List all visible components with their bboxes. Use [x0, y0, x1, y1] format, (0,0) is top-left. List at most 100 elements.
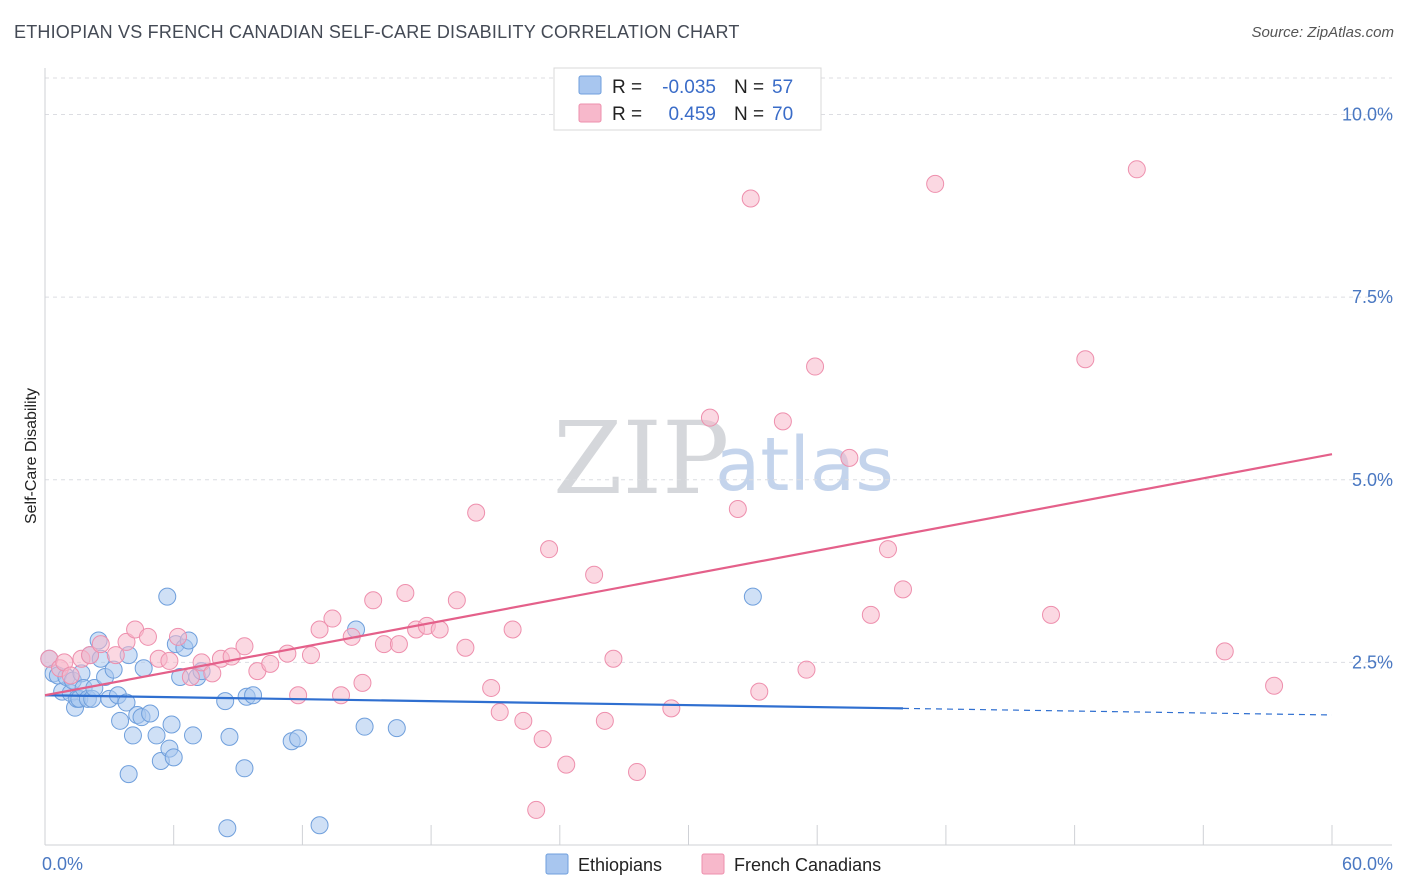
top-legend: R = -0.035 N = 57 R = 0.459 N = 70 — [553, 67, 822, 131]
point-1-54 — [728, 499, 747, 518]
point-1-21 — [261, 654, 280, 673]
point-1-3 — [61, 666, 80, 685]
legend-r-value-1: 0.459 — [668, 104, 716, 125]
point-1-33 — [396, 583, 415, 602]
y-tick-label-2: 7.5% — [1352, 287, 1393, 307]
chart-title: ETHIOPIAN VS FRENCH CANADIAN SELF-CARE D… — [14, 22, 740, 42]
point-1-44 — [527, 800, 546, 819]
point-1-24 — [301, 646, 320, 665]
point-1-60 — [840, 448, 859, 467]
point-1-5 — [81, 646, 100, 665]
legend-r-label-0: R = — [612, 77, 642, 98]
point-1-62 — [878, 540, 897, 559]
point-0-49 — [289, 729, 308, 748]
point-0-43 — [216, 692, 235, 711]
source-label: Source: ZipAtlas.com — [1251, 24, 1394, 41]
point-1-42 — [503, 620, 522, 639]
point-1-66 — [1076, 350, 1095, 369]
point-1-58 — [797, 660, 816, 679]
point-1-25 — [310, 620, 329, 639]
point-1-50 — [604, 649, 623, 668]
bottom-legend: Ethiopians French Canadians — [545, 853, 881, 875]
point-1-52 — [662, 699, 681, 718]
trend-lines — [44, 453, 1333, 716]
tick-labels: 2.5% 5.0% 7.5% 10.0% 0.0% 60.0% — [42, 105, 1393, 874]
point-1-69 — [1265, 676, 1284, 695]
point-0-30 — [147, 726, 166, 745]
point-1-51 — [628, 762, 647, 781]
point-1-38 — [456, 638, 475, 657]
series-ethiopians-points — [40, 587, 762, 838]
bottom-legend-swatch-french-canadians — [701, 853, 725, 875]
legend-swatch-french-canadians — [578, 103, 602, 123]
y-tick-label-1: 5.0% — [1352, 470, 1393, 490]
point-0-29 — [141, 704, 160, 723]
point-0-55 — [310, 816, 329, 835]
point-0-54 — [218, 819, 237, 838]
point-0-53 — [743, 587, 762, 606]
point-1-16 — [203, 664, 222, 683]
point-1-57 — [773, 412, 792, 431]
point-0-22 — [111, 711, 130, 730]
point-0-47 — [244, 686, 263, 705]
point-0-52 — [387, 719, 406, 738]
point-1-41 — [490, 703, 509, 722]
point-1-48 — [585, 565, 604, 584]
point-1-30 — [364, 591, 383, 610]
legend-r-label-1: R = — [612, 104, 642, 125]
point-1-12 — [160, 651, 179, 670]
point-1-46 — [540, 540, 559, 559]
point-0-42 — [119, 765, 138, 784]
bottom-legend-french-canadians: French Canadians — [734, 855, 881, 875]
point-0-25 — [123, 726, 142, 745]
point-1-55 — [741, 189, 760, 208]
point-0-45 — [235, 759, 254, 778]
point-1-56 — [750, 682, 769, 701]
point-1-13 — [168, 627, 187, 646]
legend-n-label-0: N = — [734, 77, 764, 98]
point-0-28 — [134, 659, 153, 678]
point-0-41 — [158, 587, 177, 606]
legend-n-value-1: 70 — [772, 104, 793, 125]
x-tick-label-1: 60.0% — [1342, 854, 1393, 874]
point-0-44 — [220, 727, 239, 746]
point-1-27 — [332, 686, 351, 705]
point-1-47 — [557, 755, 576, 774]
point-1-39 — [467, 503, 486, 522]
y-tick-label-3: 10.0% — [1342, 105, 1393, 125]
axes — [44, 68, 1392, 846]
point-1-63 — [894, 580, 912, 599]
trend-line-0 — [44, 694, 904, 710]
point-1-29 — [353, 673, 372, 692]
point-0-23 — [117, 693, 136, 712]
point-1-61 — [861, 605, 880, 624]
x-tick-label-0: 0.0% — [42, 854, 83, 874]
legend-r-value-0: -0.035 — [662, 77, 716, 98]
point-1-68 — [1215, 642, 1234, 661]
point-1-53 — [700, 408, 719, 427]
point-1-6 — [91, 635, 110, 654]
watermark-atlas: atlas — [715, 422, 894, 508]
point-1-8 — [117, 632, 136, 651]
point-1-23 — [289, 686, 308, 705]
point-1-31 — [374, 635, 393, 654]
gridlines — [45, 77, 1392, 663]
point-0-51 — [355, 717, 374, 736]
point-1-43 — [514, 711, 533, 730]
point-1-7 — [106, 646, 125, 665]
trend-line-1 — [44, 453, 1333, 697]
legend-n-value-0: 57 — [772, 77, 793, 98]
point-1-64 — [926, 174, 945, 193]
point-1-49 — [595, 711, 614, 730]
y-tick-label-0: 2.5% — [1352, 652, 1393, 672]
legend-n-label-1: N = — [734, 104, 764, 125]
trend-line-dashed-0 — [902, 707, 1333, 716]
legend-swatch-ethiopians — [578, 75, 602, 95]
point-1-40 — [482, 678, 501, 697]
point-0-33 — [162, 715, 181, 734]
point-0-38 — [184, 726, 203, 745]
point-1-32 — [389, 635, 408, 654]
point-1-59 — [806, 357, 825, 376]
point-1-37 — [447, 591, 466, 610]
